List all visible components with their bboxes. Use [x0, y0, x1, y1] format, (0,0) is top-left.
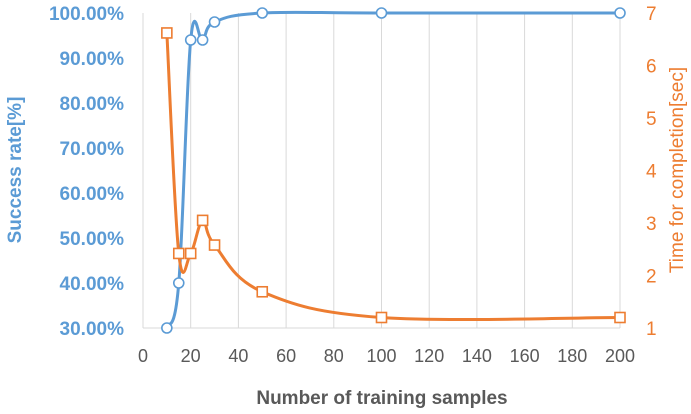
- series-1-point-1: [172, 247, 185, 260]
- series-1-point-2: [184, 247, 197, 260]
- x-axis-title: Number of training samples: [256, 388, 507, 409]
- x-tick-label-7: 140: [462, 346, 492, 366]
- series-0-point-4: [208, 16, 221, 28]
- series-0-point-6: [375, 7, 388, 19]
- x-tick-label-1: 20: [181, 346, 201, 366]
- left-axis-ticks: 30.00% 40.00% 50.00% 60.00% 70.00% 80.00% 90.0…: [49, 4, 124, 340]
- left-tick-label-6: 90.00%: [60, 49, 125, 70]
- right-axis-title: Time for completion[sec]: [667, 67, 688, 273]
- series-1-point-0: [161, 27, 173, 39]
- x-tick-label-10: 200: [605, 346, 635, 366]
- x-axis-ticks: 0 20 40 60 80 100 120 140 160 180 200: [138, 346, 635, 366]
- right-tick-label-5: 6: [646, 57, 657, 78]
- series-0-point-1: [172, 277, 185, 289]
- right-tick-label-4: 5: [646, 109, 657, 130]
- series-1-point-5: [256, 285, 269, 298]
- right-tick-label-3: 4: [646, 162, 657, 183]
- left-tick-label-1: 40.00%: [60, 274, 125, 295]
- series-0-line: [165, 10, 620, 329]
- series-1-point-3: [196, 214, 209, 227]
- series-0-point-3: [196, 34, 209, 46]
- series-0-point-5: [256, 7, 269, 19]
- grid-lines: [142, 13, 621, 328]
- x-tick-label-4: 80: [324, 346, 344, 366]
- left-tick-label-7: 100.00%: [49, 4, 124, 25]
- x-tick-label-5: 100: [366, 346, 396, 366]
- x-tick-label-6: 120: [414, 346, 444, 366]
- series-1-point-6: [375, 311, 388, 324]
- right-axis-ticks: 1 2 3 4 5 6 7: [646, 4, 657, 340]
- series-1-line: [165, 32, 621, 322]
- x-tick-label-0: 0: [138, 346, 148, 366]
- x-tick-label-2: 40: [228, 346, 248, 366]
- series-0-point-7: [614, 7, 626, 19]
- series-1-point-7: [614, 311, 626, 324]
- right-tick-label-2: 3: [646, 214, 657, 235]
- left-tick-label-3: 60.00%: [60, 184, 125, 205]
- left-tick-label-2: 50.00%: [60, 229, 125, 250]
- series-0-point-2: [184, 34, 197, 46]
- series-1-point-4: [208, 239, 221, 251]
- left-axis-title: Success rate[%]: [5, 97, 26, 244]
- x-tick-label-3: 60: [276, 346, 296, 366]
- right-tick-label-1: 2: [646, 267, 657, 288]
- x-tick-label-8: 160: [510, 346, 540, 366]
- left-tick-label-0: 30.00%: [60, 319, 125, 340]
- right-tick-label-0: 1: [646, 319, 657, 340]
- left-tick-label-5: 80.00%: [60, 94, 125, 115]
- x-tick-label-9: 180: [557, 346, 587, 366]
- right-tick-label-6: 7: [646, 4, 657, 25]
- series-layer: [161, 7, 626, 334]
- series-0-point-0: [161, 322, 173, 334]
- left-tick-label-4: 70.00%: [60, 139, 125, 160]
